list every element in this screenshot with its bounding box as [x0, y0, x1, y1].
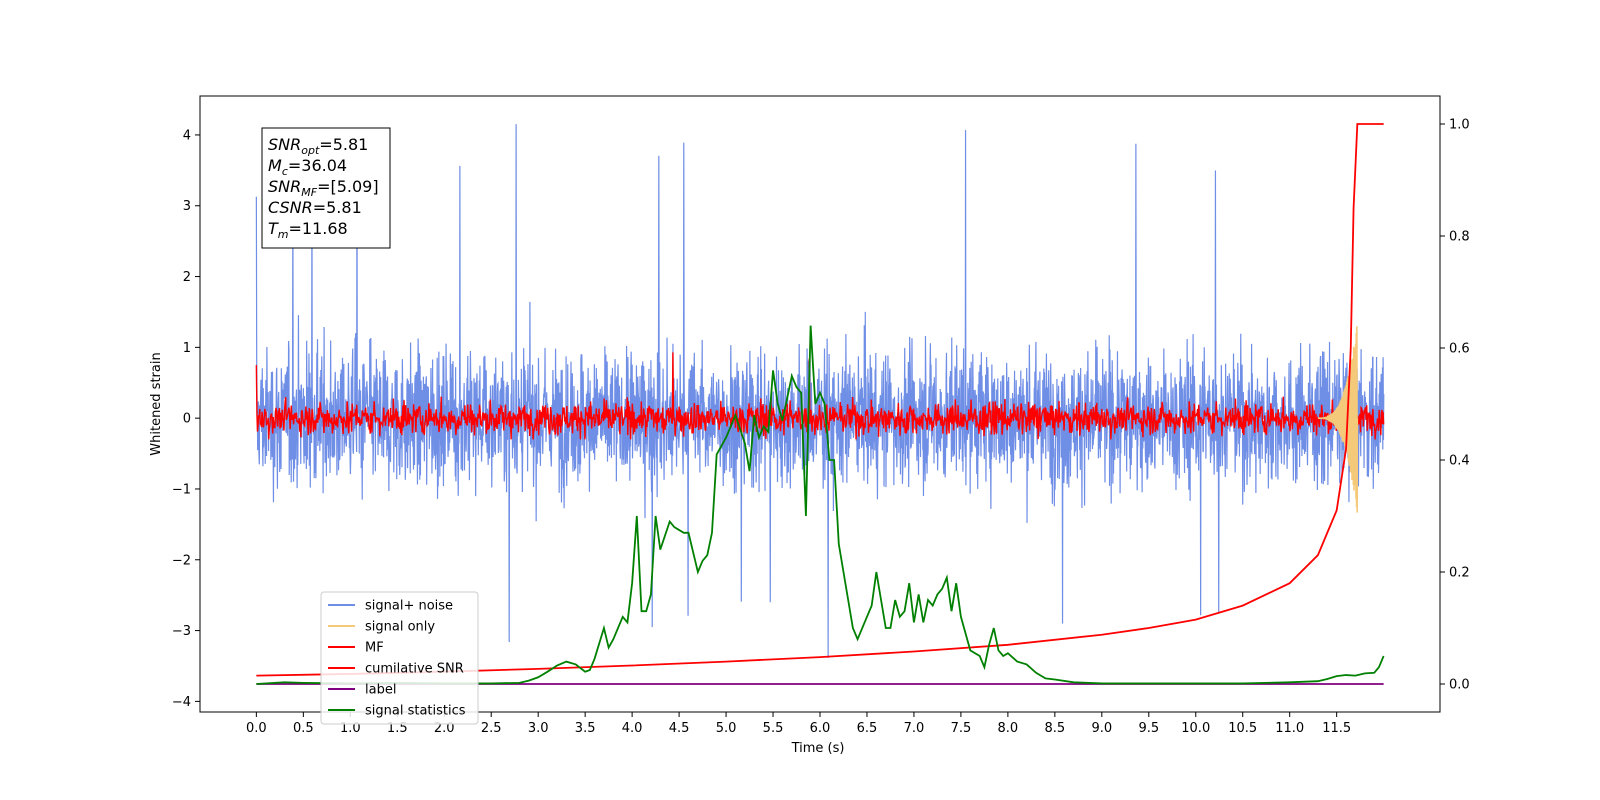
y-tick-label: −4	[172, 695, 191, 710]
y-axis: −4 −3 −2 −1 0 1 2 3 4	[172, 128, 200, 710]
y-tick-label: 3	[183, 199, 191, 214]
legend-entry: signal statistics	[365, 704, 466, 719]
legend-entry: label	[365, 683, 396, 698]
x-tick-label: 11.5	[1322, 721, 1351, 736]
y-right-tick-label: 0.8	[1449, 230, 1470, 245]
legend-entry: signal only	[365, 620, 435, 635]
annotation-box: SNRopt=5.81Mc=36.04SNRMF=[5.09]CSNR=5.81…	[261, 127, 391, 249]
y-right-tick-label: 0.6	[1449, 342, 1470, 357]
x-tick-label: 6.0	[810, 721, 831, 736]
x-tick-label: 9.5	[1138, 721, 1159, 736]
x-tick-label: 7.5	[951, 721, 972, 736]
y-tick-label: 1	[183, 341, 191, 356]
y-right-tick-label: 0.0	[1449, 678, 1470, 693]
y-tick-label: −1	[172, 482, 191, 497]
series-signal-statistics	[256, 325, 1385, 685]
annotation-frame	[261, 127, 391, 249]
y-right-tick-label: 1.0	[1449, 118, 1470, 133]
x-tick-label: 4.5	[669, 721, 690, 736]
legend-entry: signal+ noise	[365, 599, 453, 614]
x-tick-label: 9.0	[1091, 721, 1112, 736]
annotation-line: SNRMF=[5.09]	[268, 177, 379, 199]
x-axis-label: Time (s)	[791, 741, 845, 756]
y-tick-label: −3	[172, 624, 191, 639]
y-axis-right: 0.0 0.2 0.4 0.6 0.8 1.0	[1440, 118, 1470, 693]
x-tick-label: 4.0	[622, 721, 643, 736]
x-tick-label: 6.5	[857, 721, 878, 736]
legend-entry: cumilative SNR	[365, 662, 464, 677]
x-tick-label: 8.0	[998, 721, 1019, 736]
y-tick-label: 2	[183, 270, 191, 285]
x-tick-label: 5.0	[716, 721, 737, 736]
annotation-line: Mc=36.04	[268, 156, 347, 178]
x-tick-label: 11.0	[1275, 721, 1304, 736]
annotation-line: SNRopt=5.81	[268, 135, 368, 157]
x-tick-label: 1.5	[387, 721, 408, 736]
y-axis-label: Whitened strain	[149, 352, 164, 455]
x-tick-label: 2.5	[481, 721, 502, 736]
x-tick-label: 3.5	[575, 721, 596, 736]
legend-frame	[320, 591, 479, 725]
x-tick-label: 3.0	[528, 721, 549, 736]
y-tick-label: 4	[183, 128, 191, 143]
y-right-tick-label: 0.2	[1449, 566, 1470, 581]
x-tick-label: 0.0	[246, 721, 267, 736]
y-right-tick-label: 0.4	[1449, 454, 1470, 469]
x-tick-label: 8.5	[1045, 721, 1066, 736]
x-tick-label: 10.5	[1228, 721, 1257, 736]
series-mf	[255, 352, 1385, 440]
y-tick-label: −2	[172, 553, 191, 568]
series-signal-noise	[255, 124, 1385, 659]
legend: signal+ noise signal only MF cumilative SNR…	[320, 591, 479, 725]
series-layer	[255, 123, 1385, 685]
legend-entry: MF	[365, 641, 384, 656]
x-tick-label: 7.0	[904, 721, 925, 736]
x-axis: 0.0 0.5 1.0 1.5 2.0 2.5 3.0 3.5 4.0 4.5 5.0 5.5 6.0 6…	[246, 712, 1351, 736]
x-tick-label: 10.0	[1181, 721, 1210, 736]
x-tick-label: 0.5	[293, 721, 314, 736]
x-tick-label: 1.0	[340, 721, 361, 736]
annotation-line: Tm=11.68	[268, 219, 348, 241]
x-tick-label: 5.5	[763, 721, 784, 736]
y-tick-label: 0	[183, 412, 191, 427]
x-tick-label: 2.0	[434, 721, 455, 736]
series-signal-only	[1317, 326, 1359, 513]
series-cumulative-snr	[256, 123, 1384, 677]
annotation-line: CSNR=5.81	[268, 198, 362, 217]
